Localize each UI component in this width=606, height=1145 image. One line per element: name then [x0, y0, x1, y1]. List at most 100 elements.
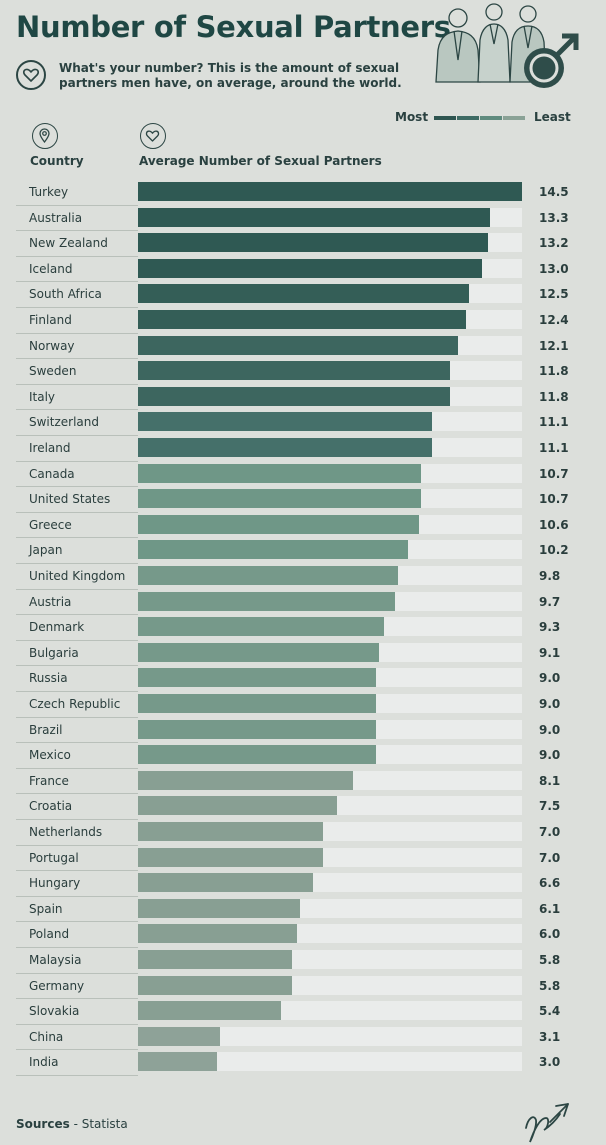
- row-divider: [16, 793, 138, 795]
- value-label: 12.4: [539, 313, 569, 327]
- bar: [138, 258, 483, 278]
- category-label: India: [29, 1055, 59, 1070]
- row-divider: [16, 409, 138, 411]
- chart-row: Mexico 9.0: [16, 743, 590, 769]
- category-label: Canada: [29, 466, 75, 481]
- row-divider: [16, 1049, 138, 1051]
- value-label: 7.0: [539, 850, 561, 865]
- value-label: 9.0: [539, 697, 561, 711]
- legend-swatch: [434, 116, 456, 120]
- value-label: 7.5: [539, 799, 561, 814]
- value-label: 10.7: [539, 466, 569, 481]
- chart-row: United States 10.7: [16, 487, 590, 513]
- value-label: 9.0: [539, 722, 561, 737]
- category-label: New Zealand: [29, 236, 108, 251]
- value-label: 5.4: [539, 1004, 561, 1019]
- row-divider: [16, 332, 138, 334]
- bar: [138, 463, 422, 483]
- value-label: 13.2: [539, 236, 569, 251]
- bar: [138, 847, 324, 867]
- row-divider: [16, 767, 138, 769]
- value-label: 9.3: [539, 620, 561, 635]
- chart-row: Czech Republic 9.0: [16, 692, 590, 718]
- value-label: 9.1: [539, 645, 561, 660]
- value-label: 10.6: [539, 517, 569, 532]
- bar: [138, 540, 409, 560]
- chart-row: Germany 5.8: [16, 974, 590, 1000]
- row-divider: [16, 742, 138, 744]
- people-illustration-icon: [435, 3, 579, 88]
- chart-row: Sweden 11.8: [16, 359, 590, 385]
- chart-row: Slovakia 5.4: [16, 999, 590, 1025]
- bar: [138, 335, 459, 355]
- legend-swatch: [503, 116, 525, 120]
- category-label: Netherlands: [29, 825, 103, 839]
- chart-row: Turkey 14.5: [16, 180, 590, 206]
- category-label: Sweden: [29, 364, 77, 379]
- value-label: 9.0: [539, 671, 561, 686]
- column-header-average: Average Number of Sexual Partners: [139, 154, 382, 168]
- category-label: Austria: [29, 594, 72, 609]
- bar: [138, 898, 300, 918]
- value-label: 3.1: [539, 1029, 561, 1044]
- value-label: 9.7: [539, 594, 561, 609]
- chart-row: Portugal 7.0: [16, 846, 590, 872]
- value-label: 11.1: [539, 441, 569, 455]
- value-label: 8.1: [539, 773, 561, 788]
- chart-row: Iceland 13.0: [16, 257, 590, 283]
- chart-row: Norway 12.1: [16, 334, 590, 360]
- chart-row: Italy 11.8: [16, 385, 590, 411]
- chart-row: India 3.0: [16, 1050, 590, 1076]
- category-label: Spain: [29, 901, 63, 916]
- chart-row: China 3.1: [16, 1025, 590, 1051]
- bar-track: [138, 1052, 522, 1072]
- category-label: Russia: [29, 671, 68, 686]
- value-label: 13.3: [539, 210, 569, 225]
- row-divider: [16, 486, 138, 488]
- row-divider: [16, 230, 138, 232]
- category-label: Czech Republic: [29, 697, 121, 711]
- bar: [138, 924, 297, 944]
- row-divider: [16, 1074, 138, 1076]
- value-label: 6.0: [539, 927, 561, 942]
- category-label: Malaysia: [29, 953, 82, 967]
- sources-note: Sources - Statista: [16, 1117, 128, 1131]
- bar: [138, 822, 324, 841]
- category-label: Hungary: [29, 876, 81, 891]
- value-label: 11.8: [539, 389, 569, 404]
- row-divider: [16, 306, 138, 308]
- category-label: Denmark: [29, 620, 85, 635]
- bar: [138, 489, 422, 509]
- bar: [138, 975, 292, 995]
- chart-row: Denmark 9.3: [16, 615, 590, 641]
- value-label: 10.7: [539, 492, 569, 507]
- chart-row: United Kingdom 9.8: [16, 564, 590, 590]
- category-label: Brazil: [29, 722, 63, 737]
- row-divider: [16, 818, 138, 820]
- row-divider: [16, 358, 138, 360]
- bar: [138, 617, 385, 637]
- category-label: Norway: [29, 338, 75, 353]
- bar: [138, 182, 522, 201]
- chart-row: Finland 12.4: [16, 308, 590, 334]
- bar-track: [138, 1026, 522, 1046]
- category-label: France: [29, 773, 69, 788]
- value-label: 5.8: [539, 978, 561, 993]
- category-label: Portugal: [29, 850, 79, 865]
- value-label: 6.6: [539, 876, 561, 891]
- bar: [138, 745, 377, 765]
- category-label: Ireland: [29, 441, 71, 455]
- value-label: 5.8: [539, 953, 561, 967]
- value-label: 10.2: [539, 543, 569, 558]
- row-divider: [16, 562, 138, 564]
- category-label: United Kingdom: [29, 569, 126, 583]
- row-divider: [16, 1023, 138, 1025]
- row-divider: [16, 511, 138, 513]
- category-label: Switzerland: [29, 415, 99, 430]
- category-label: Bulgaria: [29, 645, 79, 660]
- legend-most-label: Most: [395, 110, 429, 124]
- bar: [138, 361, 451, 381]
- chart-row: Spain 6.1: [16, 897, 590, 923]
- chart-row: Austria 9.7: [16, 590, 590, 616]
- category-label: Japan: [29, 543, 63, 558]
